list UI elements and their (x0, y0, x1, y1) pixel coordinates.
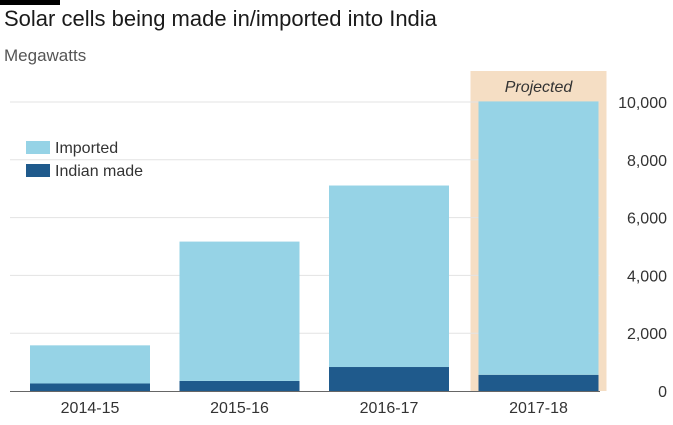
x-tick-label: 2015-16 (210, 400, 269, 417)
y-tick-label: 6,000 (627, 211, 667, 228)
x-tick-label: 2017-18 (509, 400, 568, 417)
x-tick-label: 2014-15 (61, 400, 120, 417)
legend-label-indian-made: Indian made (55, 163, 143, 180)
chart-subtitle: Megawatts (4, 46, 87, 65)
y-tick-label: 2,000 (627, 326, 667, 343)
bar-indian-made-2017-18 (478, 374, 599, 391)
legend-swatch-indian-made (26, 164, 50, 177)
y-tick-label: 4,000 (627, 268, 667, 285)
y-tick-label: 10,000 (618, 95, 667, 112)
bar-imported-2017-18 (478, 101, 599, 375)
x-tick-label: 2016-17 (360, 400, 419, 417)
y-tick-label: 8,000 (627, 153, 667, 170)
brand-bar (0, 0, 60, 5)
bar-imported-2016-17 (329, 185, 449, 368)
y-tick-label: 0 (658, 384, 667, 401)
chart-title: Solar cells being made in/imported into … (4, 6, 437, 31)
legend-swatch-imported (26, 141, 50, 154)
bar-indian-made-2014-15 (30, 383, 150, 391)
bar-indian-made-2015-16 (179, 380, 300, 391)
bar-indian-made-2016-17 (329, 367, 449, 391)
legend-label-imported: Imported (55, 140, 118, 157)
bar-imported-2015-16 (179, 241, 300, 381)
projected-label: Projected (505, 79, 574, 96)
bar-imported-2014-15 (30, 345, 150, 384)
